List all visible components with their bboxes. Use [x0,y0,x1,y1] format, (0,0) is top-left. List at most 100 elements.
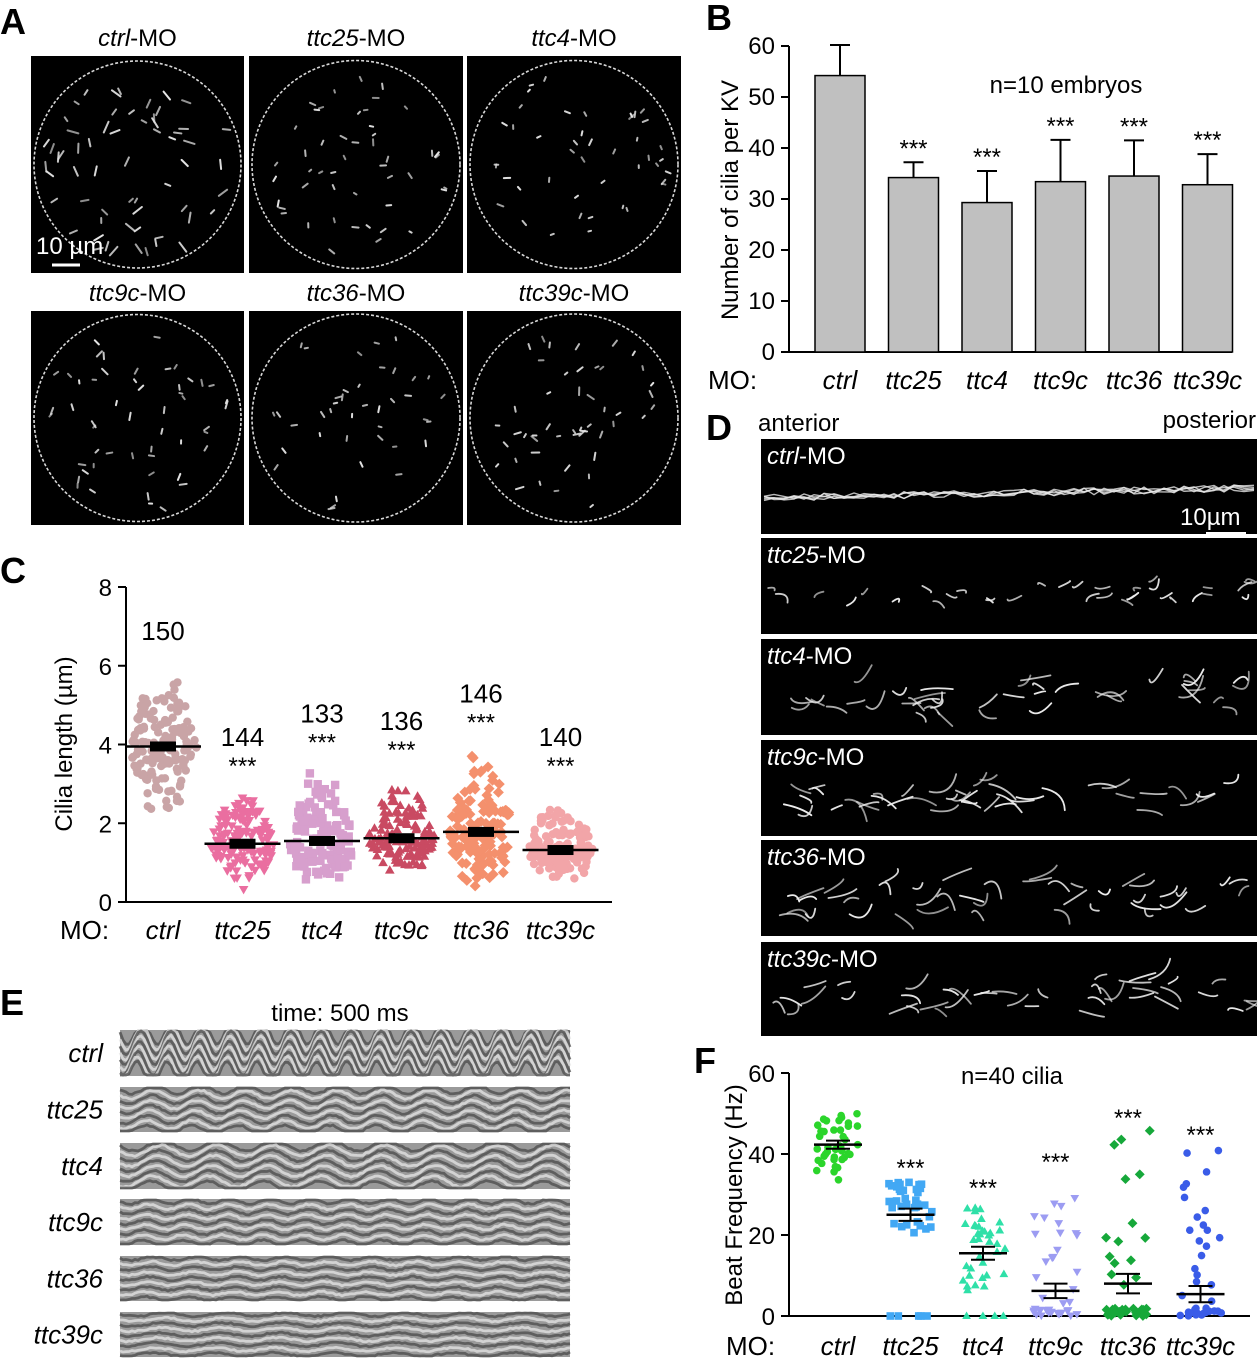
f-point [1073,1269,1082,1277]
kv-cilium [342,394,343,400]
kv-cilium [405,395,411,396]
kv-cilium [331,172,335,173]
c-y-axis-label: Cilia length (µm) [51,656,78,831]
c-point [318,849,326,857]
c-significance: *** [308,729,336,756]
kv-cilium [642,366,643,370]
c-point [470,881,481,892]
kv-cilium [305,150,306,156]
c-point [533,837,541,845]
panel-d: D anterior posterior ctrl-MOttc25-MOttc4… [706,407,1258,1036]
f-point [831,1153,839,1161]
f-point [1140,1233,1150,1243]
c-point [161,774,169,782]
f-point [814,1121,822,1129]
kv-cilium [626,208,627,211]
f-point [1040,1214,1049,1222]
c-point [536,866,544,874]
f-point [832,1163,840,1171]
c-point [244,874,254,882]
f-point [846,1151,854,1159]
f-point [1183,1180,1191,1188]
d-image-label-ttc9c-italic: ttc9c [767,744,818,771]
b-bar-ttc4 [962,203,1012,352]
e-row-label-ttc9c: ttc9c [48,1207,103,1237]
c-point [347,851,355,859]
f-point [1208,1281,1216,1289]
f-significance: *** [1041,1149,1069,1176]
d-image-label-ctrl: ctrl-MO [767,443,846,470]
c-x-label-ttc39c: ttc39c [526,915,595,945]
kv-cilium [166,369,171,370]
b-significance: *** [1193,127,1221,154]
kv-image-label-ttc36: ttc36-MO [307,280,406,307]
d-image-label-ttc25: ttc25-MO [767,542,866,569]
kv-cilium [662,184,666,185]
f-point [895,1312,903,1320]
f-point [917,1185,925,1193]
c-point [342,816,350,824]
d-scale-bar-label: 10µm [1180,504,1241,531]
kv-image-ttc9c [31,311,244,525]
kv-cilium [132,453,133,458]
f-point [1181,1194,1189,1202]
e-row-label-ctrl: ctrl [68,1038,104,1068]
kv-cilium [204,432,207,433]
kv-cilium [660,146,661,149]
f-x-label-ttc4: ttc4 [962,1331,1004,1360]
f-point [911,1204,919,1212]
kv-cilium [370,126,373,127]
c-point [165,804,173,812]
c-point [301,827,309,835]
c-point [548,830,556,838]
kv-cilium [273,413,274,416]
b-x-label-ttc39c: ttc39c [1173,365,1242,395]
c-point [182,737,190,745]
e-row-label-ttc39c: ttc39c [34,1320,103,1350]
f-point [896,1186,904,1194]
d-image-label-ttc25-suffix: -MO [819,542,866,569]
kv-cilium [129,413,130,420]
c-point [493,787,504,798]
b-y-tick-label: 30 [748,186,775,213]
f-point [1186,1310,1194,1318]
c-sem-box [309,836,335,846]
b-bar-ctrl [815,76,865,352]
kv-cilium [319,107,323,108]
kv-cilium [444,188,446,189]
f-labels: ctrl***ttc25***ttc4***ttc9c***ttc36***tt… [821,1105,1236,1360]
c-significance: *** [546,753,574,780]
b-x-label-ttc4: ttc4 [966,365,1008,395]
panel-f-letter: F [694,1040,716,1081]
f-point [1000,1270,1009,1278]
b-y-tick-label: 0 [762,339,775,366]
b-y-tick-label: 60 [748,33,775,60]
kv-cilium [580,428,581,431]
c-labels: 150ctrl144***ttc25133***ttc4136***ttc9c1… [141,616,595,945]
f-point [903,1221,911,1229]
c-sem-box [548,845,574,855]
c-x-label-ttc4: ttc4 [301,915,343,945]
f-point [1065,1299,1074,1307]
kv-cilium [363,405,367,406]
f-point [1050,1200,1059,1208]
d-image-label-ttc4: ttc4-MO [767,643,852,670]
b-x-label-ttc9c: ttc9c [1033,365,1088,395]
c-significance: *** [467,710,495,737]
c-data-points [128,678,596,894]
kv-cilium [396,337,397,340]
c-point [498,867,509,878]
c-y-tick-label: 0 [99,890,112,917]
kv-cilium [320,433,321,436]
f-point [820,1128,828,1136]
f-point [1145,1126,1155,1136]
c-point [135,712,143,720]
c-point [138,771,146,779]
c-y-tick-label: 8 [99,575,112,602]
f-point [901,1195,909,1203]
